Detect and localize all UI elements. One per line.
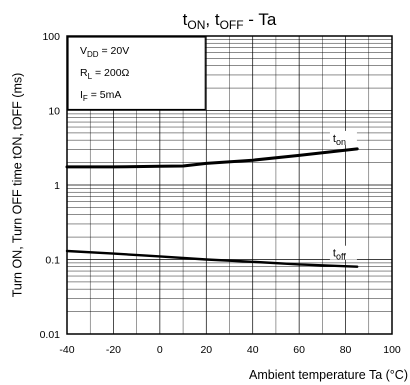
title-sub-off: OFF <box>220 18 244 32</box>
condition-symbol: R <box>80 67 88 79</box>
x-ticks: -40 -20 0 20 40 60 80 100 <box>59 344 401 356</box>
x-tick-label: 80 <box>340 344 352 356</box>
y-tick-label: 0.1 <box>45 255 60 267</box>
x-tick-label: -20 <box>106 344 121 356</box>
x-tick-label: 40 <box>247 344 259 356</box>
series-line-ton <box>65 147 359 169</box>
y-tick-label: 100 <box>42 31 60 43</box>
series-label-symbol: t <box>333 133 336 145</box>
series-label-bg <box>329 245 357 260</box>
title-sub-on: ON <box>187 18 205 32</box>
title-mid: , t <box>205 10 219 29</box>
condition-subscript: DD <box>87 50 99 59</box>
condition-value: = 5mA <box>88 89 122 101</box>
condition-subscript: F <box>83 94 88 103</box>
series-lines <box>65 147 359 268</box>
conditions: VDD = 20V RL = 200Ω IF = 5mA <box>80 45 130 103</box>
condition-text: VDD = 20V <box>80 45 129 59</box>
condition-text: IF = 5mA <box>80 89 121 103</box>
y-axis-title: Turn ON, Turn OFF time tON, tOFF (ms) <box>10 73 24 298</box>
series-label-subscript: off <box>336 252 346 262</box>
series-label-bg <box>329 130 357 145</box>
grid <box>67 36 392 334</box>
x-tick-label: 100 <box>383 344 401 356</box>
condition-symbol: I <box>80 89 83 101</box>
x-tick-label: 60 <box>293 344 305 356</box>
series-line-toff <box>65 249 359 268</box>
x-tick-label: -40 <box>59 344 74 356</box>
title-t1: t <box>183 10 188 29</box>
condition-text: RL = 200Ω <box>80 67 130 81</box>
x-tick-label: 0 <box>157 344 163 356</box>
condition-symbol: V <box>80 45 87 57</box>
series-label-symbol: t <box>333 248 336 260</box>
chart-title: tON, tOFF - Ta <box>183 10 277 32</box>
title-tail: - Ta <box>244 10 277 29</box>
series-label-toff: toff <box>333 248 346 262</box>
y-ticks: 0.01 0.1 1 10 100 <box>40 31 61 341</box>
condition-value: = 20V <box>99 45 130 57</box>
series-label-ton: ton <box>333 133 346 147</box>
condition-subscript: L <box>88 72 93 81</box>
y-tick-label: 1 <box>54 180 60 192</box>
y-tick-label: 0.01 <box>40 329 61 341</box>
plot-frame <box>66 35 393 335</box>
x-axis-title: Ambient temperature Ta (°C) <box>249 368 408 382</box>
x-tick-label: 20 <box>200 344 212 356</box>
condition-value: = 200Ω <box>92 67 129 79</box>
y-tick-label: 10 <box>48 106 60 118</box>
series-label-subscript: on <box>336 137 346 147</box>
conditions-box <box>67 36 206 111</box>
